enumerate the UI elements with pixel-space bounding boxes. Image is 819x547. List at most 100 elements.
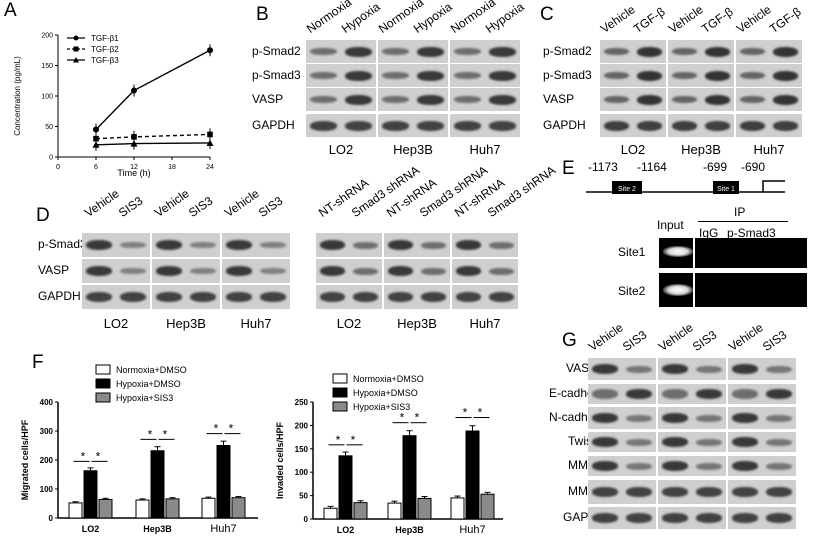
f-migrated-bar-huh7-normoxia-dmso: [201, 497, 216, 519]
g-band-vasp-2-1: [766, 365, 792, 373]
d-shrna-lane-label-1: Smad3 shRNA: [348, 163, 423, 220]
c-band-gapdh-0-1: [636, 120, 663, 131]
c-band-p-smad2-2-0: [739, 48, 766, 55]
g-band-mmp9-0-0: [592, 487, 618, 497]
a-point-tgf-1: [207, 47, 213, 54]
c-band-p-smad3-0-1: [636, 70, 663, 81]
c-lane-label-0: Vehicle: [597, 2, 638, 36]
g-blot-vasp-2: [728, 358, 796, 380]
g-blot-twist-0: [588, 432, 656, 452]
d-shrna-band-2-1-1: [421, 292, 446, 302]
b-band-p-smad2-1-1: [416, 46, 445, 57]
f-invaded-legend-swatch: [332, 373, 348, 384]
b-row-p-smad3: p-Smad3: [252, 67, 301, 82]
d-shrna-cell-line-lo2: LO2: [336, 316, 362, 331]
d-sis3-cell-line-huh7: Huh7: [240, 316, 272, 331]
b-band-gapdh-2-0: [453, 120, 482, 131]
g-blot-e-cadherin-1: [658, 384, 726, 404]
f-invaded-bar-hep3b-normoxia-dmso: [387, 502, 402, 520]
g-band-twist-2-1: [766, 438, 792, 446]
d-shrna-cell-line-hep3b: Hep3B: [397, 316, 437, 331]
g-lane-label-4: Vehicle: [725, 320, 766, 354]
site2-box-label: Site 2: [618, 186, 636, 193]
f-migrated-legend-label-hypoxia-sis3: Hypoxia+SIS3: [116, 393, 173, 403]
g-blot-vasp-0: [588, 358, 656, 380]
g-band-e-cadherin-2-0: [732, 389, 758, 399]
a-point-tgf-1: [131, 87, 137, 94]
f-invaded-sig-star: *: [336, 433, 341, 447]
igg-column-label: IgG: [699, 226, 719, 240]
c-band-vasp-0-1: [636, 94, 663, 105]
gel-divider: [693, 238, 695, 307]
g-band-mmp9-1-1: [696, 487, 722, 497]
pos-1173: -1173: [588, 160, 618, 174]
g-band-mmp9-2-1: [766, 487, 792, 497]
a-y-tick-label: 50: [45, 124, 53, 131]
f-migrated-legend-swatch: [95, 378, 111, 389]
d-sis3-lane-label-5: SIS3: [255, 193, 286, 220]
d-shrna-band-2-1-0: [388, 292, 413, 302]
site1-box: [713, 181, 739, 194]
g-lane-label-1: SIS3: [619, 327, 650, 354]
g-band-gapdh-0-0: [592, 513, 618, 523]
d-sis3-lane-label-3: SIS3: [185, 193, 216, 220]
site1-box-label: Site 1: [717, 186, 735, 193]
d-sis3-blot-gapdh-0: [82, 285, 150, 309]
g-band-twist-0-0: [592, 437, 618, 447]
d-sis3-blot-gapdh-2: [222, 285, 290, 309]
c-band-vasp-2-1: [772, 94, 799, 105]
b-band-vasp-1-0: [381, 96, 410, 103]
d-sis3-blot-vasp-2: [222, 259, 290, 283]
d-sis3-blot-p-smad3-1: [152, 233, 220, 257]
g-blot-twist-2: [728, 432, 796, 452]
f-migrated-bar-hep3b-hypoxia-dmso: [150, 450, 165, 519]
g-band-vasp-2-0: [732, 364, 758, 374]
a-x-tick-label: 0: [56, 164, 60, 171]
g-band-twist-1-1: [696, 438, 722, 446]
panel-label-d: D: [36, 205, 50, 226]
c-cell-line-hep3b: Hep3B: [681, 142, 721, 157]
d-shrna-band-1-0-0: [320, 266, 345, 276]
b-lane-label-5: Hypoxia: [482, 0, 527, 36]
b-lane-label-2: Normoxia: [375, 0, 427, 36]
c-blot-gapdh-2: [736, 114, 802, 137]
psmad3-column-label: p-Smad3: [727, 226, 776, 240]
g-blot-mmp9-1: [658, 480, 726, 504]
chip-gel-site1: [659, 238, 807, 268]
chart-a: 0 6 12 18 24 0 50 100 150 200 Time (h) Concentratio…: [13, 33, 214, 179]
panel-label-e: E: [562, 158, 575, 179]
g-blot-n-cadherin-2: [728, 407, 796, 429]
pos-690: -690: [741, 160, 766, 174]
c-lane-label-5: TGF-β: [766, 4, 804, 36]
d-shrna-band-0-0-0: [320, 240, 345, 250]
g-blot-mmp9-2: [728, 480, 796, 504]
b-blot-gapdh-0: [306, 114, 376, 137]
d-sis3-band-gapdh-1-0: [155, 292, 183, 302]
d-sis3-band-vasp-2-0: [225, 266, 253, 276]
a-y-label: Concentration (pg/mL): [13, 56, 22, 136]
f-migrated-legend-label-hypoxia-dmso: Hypoxia+DMSO: [116, 379, 181, 389]
c-blot-p-smad2-2: [736, 40, 802, 63]
d-shrna-lane-label-3: Smad3 shRNA: [416, 163, 491, 220]
d-shrna-lane-label-4: NT-shRNA: [451, 175, 507, 220]
d-sis3-row-gapdh: GAPDH: [38, 289, 81, 303]
f-migrated-bar-lo2-hypoxia-dmso: [83, 470, 98, 519]
a-legend-marker: [73, 46, 79, 52]
a-x-label: Time (h): [117, 168, 150, 178]
b-blot-vasp-0: [306, 88, 376, 111]
c-band-p-smad3-1-0: [671, 72, 698, 79]
panel-label-c: C: [540, 4, 554, 25]
f-invaded-bar-huh7-hypoxia-dmso: [465, 430, 480, 520]
d-sis3-band-p-smad3-1-1: [189, 242, 217, 248]
g-row-gapdh: GAPDH: [563, 510, 606, 524]
ip-label: IP: [734, 205, 746, 219]
f-invaded-y-tick-label: 200: [295, 421, 309, 430]
a-x-tick-label: 18: [168, 164, 176, 171]
c-blot-gapdh-0: [600, 114, 666, 137]
b-blot-vasp-2: [450, 88, 520, 111]
c-cell-line-huh7: Huh7: [753, 142, 785, 157]
b-blot-vasp-1: [378, 88, 448, 111]
d-shrna-band-0-1-1: [421, 241, 446, 249]
g-band-e-cadherin-2-1: [766, 389, 792, 399]
f-migrated-bar-huh7-hypoxia-sis3: [231, 497, 246, 519]
